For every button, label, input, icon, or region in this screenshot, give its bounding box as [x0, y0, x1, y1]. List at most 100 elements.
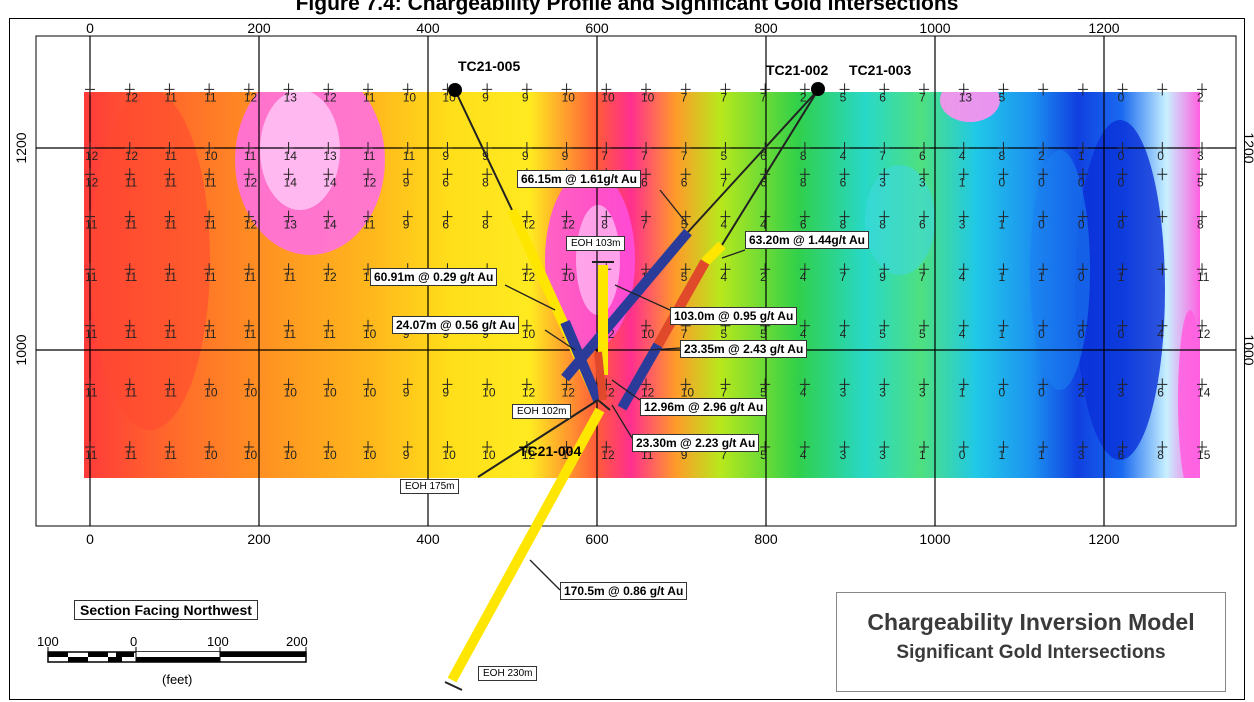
chargeability-value: 6: [840, 175, 847, 189]
chargeability-value: 5: [681, 270, 688, 284]
chargeability-value: 5: [840, 90, 847, 104]
grid-cross: [204, 378, 215, 391]
y-tick-label: 1200: [13, 132, 29, 163]
chargeability-value: 4: [800, 327, 807, 341]
grid-cross: [720, 142, 731, 154]
chargeability-value: 3: [919, 175, 926, 189]
chargeability-value: 9: [482, 90, 489, 104]
chargeability-value: 4: [840, 327, 847, 341]
chargeability-value: 8: [800, 175, 807, 189]
chargeability-value: 7: [879, 149, 886, 163]
grid-cross: [998, 210, 1009, 223]
grid-cross: [204, 440, 215, 453]
grid-cross: [1038, 142, 1049, 154]
grid-cross: [998, 440, 1009, 453]
grid-cross: [1077, 440, 1088, 453]
grid-cross: [1197, 378, 1208, 391]
grid-cross: [601, 83, 612, 96]
grid-cross: [482, 378, 493, 391]
grid-cross: [680, 210, 691, 223]
grid-cross: [680, 83, 691, 96]
grid-cross: [641, 83, 652, 96]
grid-cross: [363, 378, 374, 391]
chargeability-value: 0: [1038, 385, 1045, 399]
chargeability-value: 1: [1118, 270, 1125, 284]
eoh-label: EOH 175m: [400, 479, 460, 494]
grid-cross: [521, 378, 532, 391]
grid-cross: [323, 168, 334, 181]
chargeability-value: 11: [204, 327, 217, 341]
grid-cross: [164, 83, 175, 96]
grid-cross: [521, 263, 532, 276]
chargeability-value: 11: [164, 175, 177, 189]
grid-cross: [641, 378, 652, 391]
leader-lines: [504, 189, 746, 591]
chargeability-value: 12: [363, 175, 377, 189]
grid-cross: [1157, 83, 1168, 96]
chargeability-value: 0: [1078, 218, 1085, 232]
chargeability-value: 13: [323, 149, 337, 163]
eoh-label: EOH 102m: [512, 404, 572, 419]
grid-cross: [561, 263, 572, 276]
grid-cross: [879, 210, 890, 223]
grid-cross: [243, 319, 254, 332]
grid-cross: [958, 210, 969, 223]
chargeability-value: 9: [442, 149, 449, 163]
chargeability-value: 11: [85, 270, 98, 284]
hole-tc21-004: TC21-004: [519, 443, 582, 459]
chargeability-value: 1: [998, 218, 1005, 232]
chargeability-value: 4: [840, 149, 847, 163]
grid-cross: [1117, 83, 1128, 96]
chargeability-value: 9: [403, 385, 410, 399]
chargeability-value: 8: [601, 218, 608, 232]
chargeability-value: 11: [164, 218, 177, 232]
chargeability-value: 6: [879, 90, 886, 104]
x-tick-label: 0: [86, 531, 94, 547]
chargeability-value: 11: [164, 270, 177, 284]
chargeability-value: 11: [85, 448, 98, 462]
grid-cross: [879, 168, 890, 181]
grid-cross: [204, 142, 215, 154]
x-tick-label: 800: [754, 531, 778, 547]
grid-cross: [760, 378, 771, 391]
chargeability-value: 12: [562, 218, 576, 232]
x-tick-label: 1200: [1088, 20, 1119, 36]
intersection-label: 60.91m @ 0.29 g/t Au: [370, 268, 498, 286]
grid-cross: [402, 168, 413, 181]
chargeability-value: 11: [125, 448, 138, 462]
chargeability-value: 10: [204, 149, 218, 163]
grid-cross: [85, 168, 95, 181]
chargeability-value: 8: [840, 218, 847, 232]
grid-cross: [363, 319, 374, 332]
grid-cross: [323, 210, 334, 223]
grid-cross: [204, 263, 215, 276]
hole-tc21-005: TC21-005: [458, 58, 521, 74]
chargeability-value: 14: [1197, 385, 1211, 399]
grid-cross: [839, 210, 850, 223]
chargeability-value: 0: [1078, 327, 1085, 341]
chargeability-value: 1: [919, 448, 926, 462]
grid-cross: [1117, 210, 1128, 223]
chargeability-value: 9: [403, 448, 410, 462]
grid-cross: [243, 378, 254, 391]
grid-cross: [1197, 210, 1208, 223]
grid-cross: [283, 319, 294, 332]
grid-cross: [839, 168, 850, 181]
chargeability-value: 0: [1078, 175, 1085, 189]
grid-cross: [561, 83, 572, 96]
chargeability-value: 3: [919, 385, 926, 399]
grid-cross: [363, 142, 374, 154]
grid-cross: [1157, 142, 1168, 154]
chargeability-value: 7: [681, 327, 688, 341]
grid-cross: [204, 83, 215, 96]
chargeability-value: 11: [85, 385, 98, 399]
chargeability-value: 11: [244, 327, 257, 341]
grid-cross: [1038, 319, 1049, 332]
chargeability-value: 9: [562, 149, 569, 163]
grid-cross: [521, 319, 532, 332]
chargeability-value: 10: [244, 385, 258, 399]
chargeability-value: 6: [760, 149, 767, 163]
chargeability-value: 10: [601, 90, 615, 104]
chargeability-value: 0: [1078, 270, 1085, 284]
grid-cross: [839, 83, 850, 96]
